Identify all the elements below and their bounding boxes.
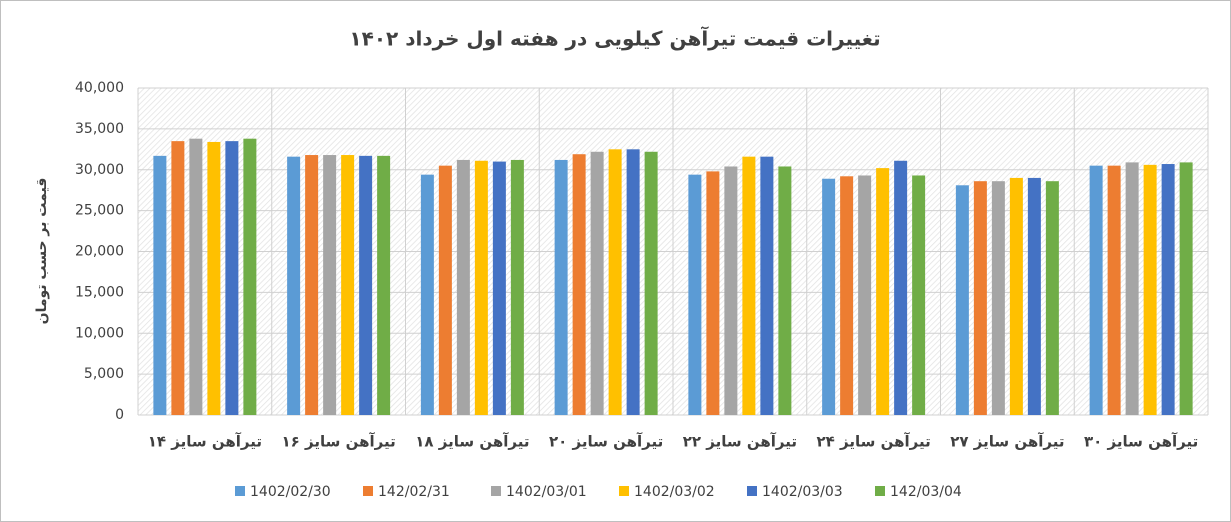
bar xyxy=(359,155,373,416)
legend-label: 1402/03/03 xyxy=(762,484,843,500)
y-tick-label: 40,000 xyxy=(75,80,124,96)
bar xyxy=(189,138,203,415)
y-tick-label: 20,000 xyxy=(75,244,124,260)
bar xyxy=(510,159,524,415)
bar xyxy=(207,141,221,415)
bar xyxy=(225,141,239,415)
bar xyxy=(323,155,337,415)
bar xyxy=(912,175,926,415)
legend-swatch xyxy=(491,486,501,496)
bar xyxy=(153,155,167,416)
bar xyxy=(456,159,470,415)
bar xyxy=(1089,165,1103,415)
bar xyxy=(1107,165,1121,415)
y-axis-label: قیمت بر حسب تومان xyxy=(34,178,50,325)
x-tick-label: تیرآهن سایز ۲۰ xyxy=(549,433,663,451)
legend-swatch xyxy=(235,486,245,496)
legend-swatch xyxy=(619,486,629,496)
y-tick-label: 0 xyxy=(115,407,124,423)
y-tick-label: 10,000 xyxy=(75,325,124,341)
bar xyxy=(876,168,890,415)
bar xyxy=(1009,177,1023,415)
bar xyxy=(858,175,872,415)
bar xyxy=(706,171,720,415)
y-tick-label: 5,000 xyxy=(84,366,124,382)
legend-label: 1402/02/30 xyxy=(250,484,331,500)
legend-label: 142/02/31 xyxy=(378,484,450,500)
x-tick-label: تیرآهن سایز ۱۶ xyxy=(282,433,396,451)
legend-swatch xyxy=(363,486,373,496)
bar xyxy=(554,159,568,415)
bar xyxy=(590,151,604,415)
bar xyxy=(778,166,792,415)
x-tick-label: تیرآهن سایز ۱۴ xyxy=(148,433,262,451)
bar xyxy=(973,181,987,415)
y-tick-label: 35,000 xyxy=(75,121,124,137)
x-tick-label: تیرآهن سایز ۲۴ xyxy=(817,433,931,451)
bar xyxy=(688,174,702,415)
bar xyxy=(644,151,658,415)
y-tick-label: 30,000 xyxy=(75,162,124,178)
bar xyxy=(626,149,640,415)
legend-swatch xyxy=(747,486,757,496)
chart-title: تغییرات قیمت تیرآهن کیلویی در هفته اول خ… xyxy=(349,26,880,51)
bar xyxy=(1045,181,1059,415)
bar xyxy=(894,160,908,415)
x-tick-label: تیرآهن سایز ۳۰ xyxy=(1084,433,1198,451)
legend-label: 1402/03/02 xyxy=(634,484,715,500)
y-tick-label: 25,000 xyxy=(75,203,124,219)
bar xyxy=(742,156,756,416)
bar xyxy=(492,161,506,415)
bar xyxy=(822,178,836,415)
bar xyxy=(760,156,774,416)
bar xyxy=(1143,164,1157,415)
legend-swatch xyxy=(875,486,885,496)
bar xyxy=(474,160,488,415)
bar xyxy=(171,141,185,415)
x-tick-label: تیرآهن سایز ۲۷ xyxy=(950,433,1064,451)
x-tick-label: تیرآهن سایز ۲۲ xyxy=(683,433,797,451)
y-tick-label: 15,000 xyxy=(75,284,124,300)
bar xyxy=(840,176,854,415)
bar xyxy=(243,138,257,415)
bar xyxy=(1179,162,1193,415)
bar xyxy=(1161,164,1175,415)
bar xyxy=(724,166,738,415)
bar xyxy=(305,155,319,415)
bar xyxy=(955,185,969,415)
bar xyxy=(991,181,1005,415)
x-tick-label: تیرآهن سایز ۱۸ xyxy=(415,433,529,451)
bar xyxy=(608,149,622,415)
bar xyxy=(420,174,434,415)
legend-label: 1402/03/01 xyxy=(506,484,587,500)
legend-label: 142/03/04 xyxy=(890,484,962,500)
bar xyxy=(438,165,452,415)
bar xyxy=(572,154,586,415)
bar xyxy=(1125,162,1139,415)
bar xyxy=(1027,177,1041,415)
bar xyxy=(341,155,355,415)
bar xyxy=(377,155,391,416)
bar xyxy=(287,156,301,416)
